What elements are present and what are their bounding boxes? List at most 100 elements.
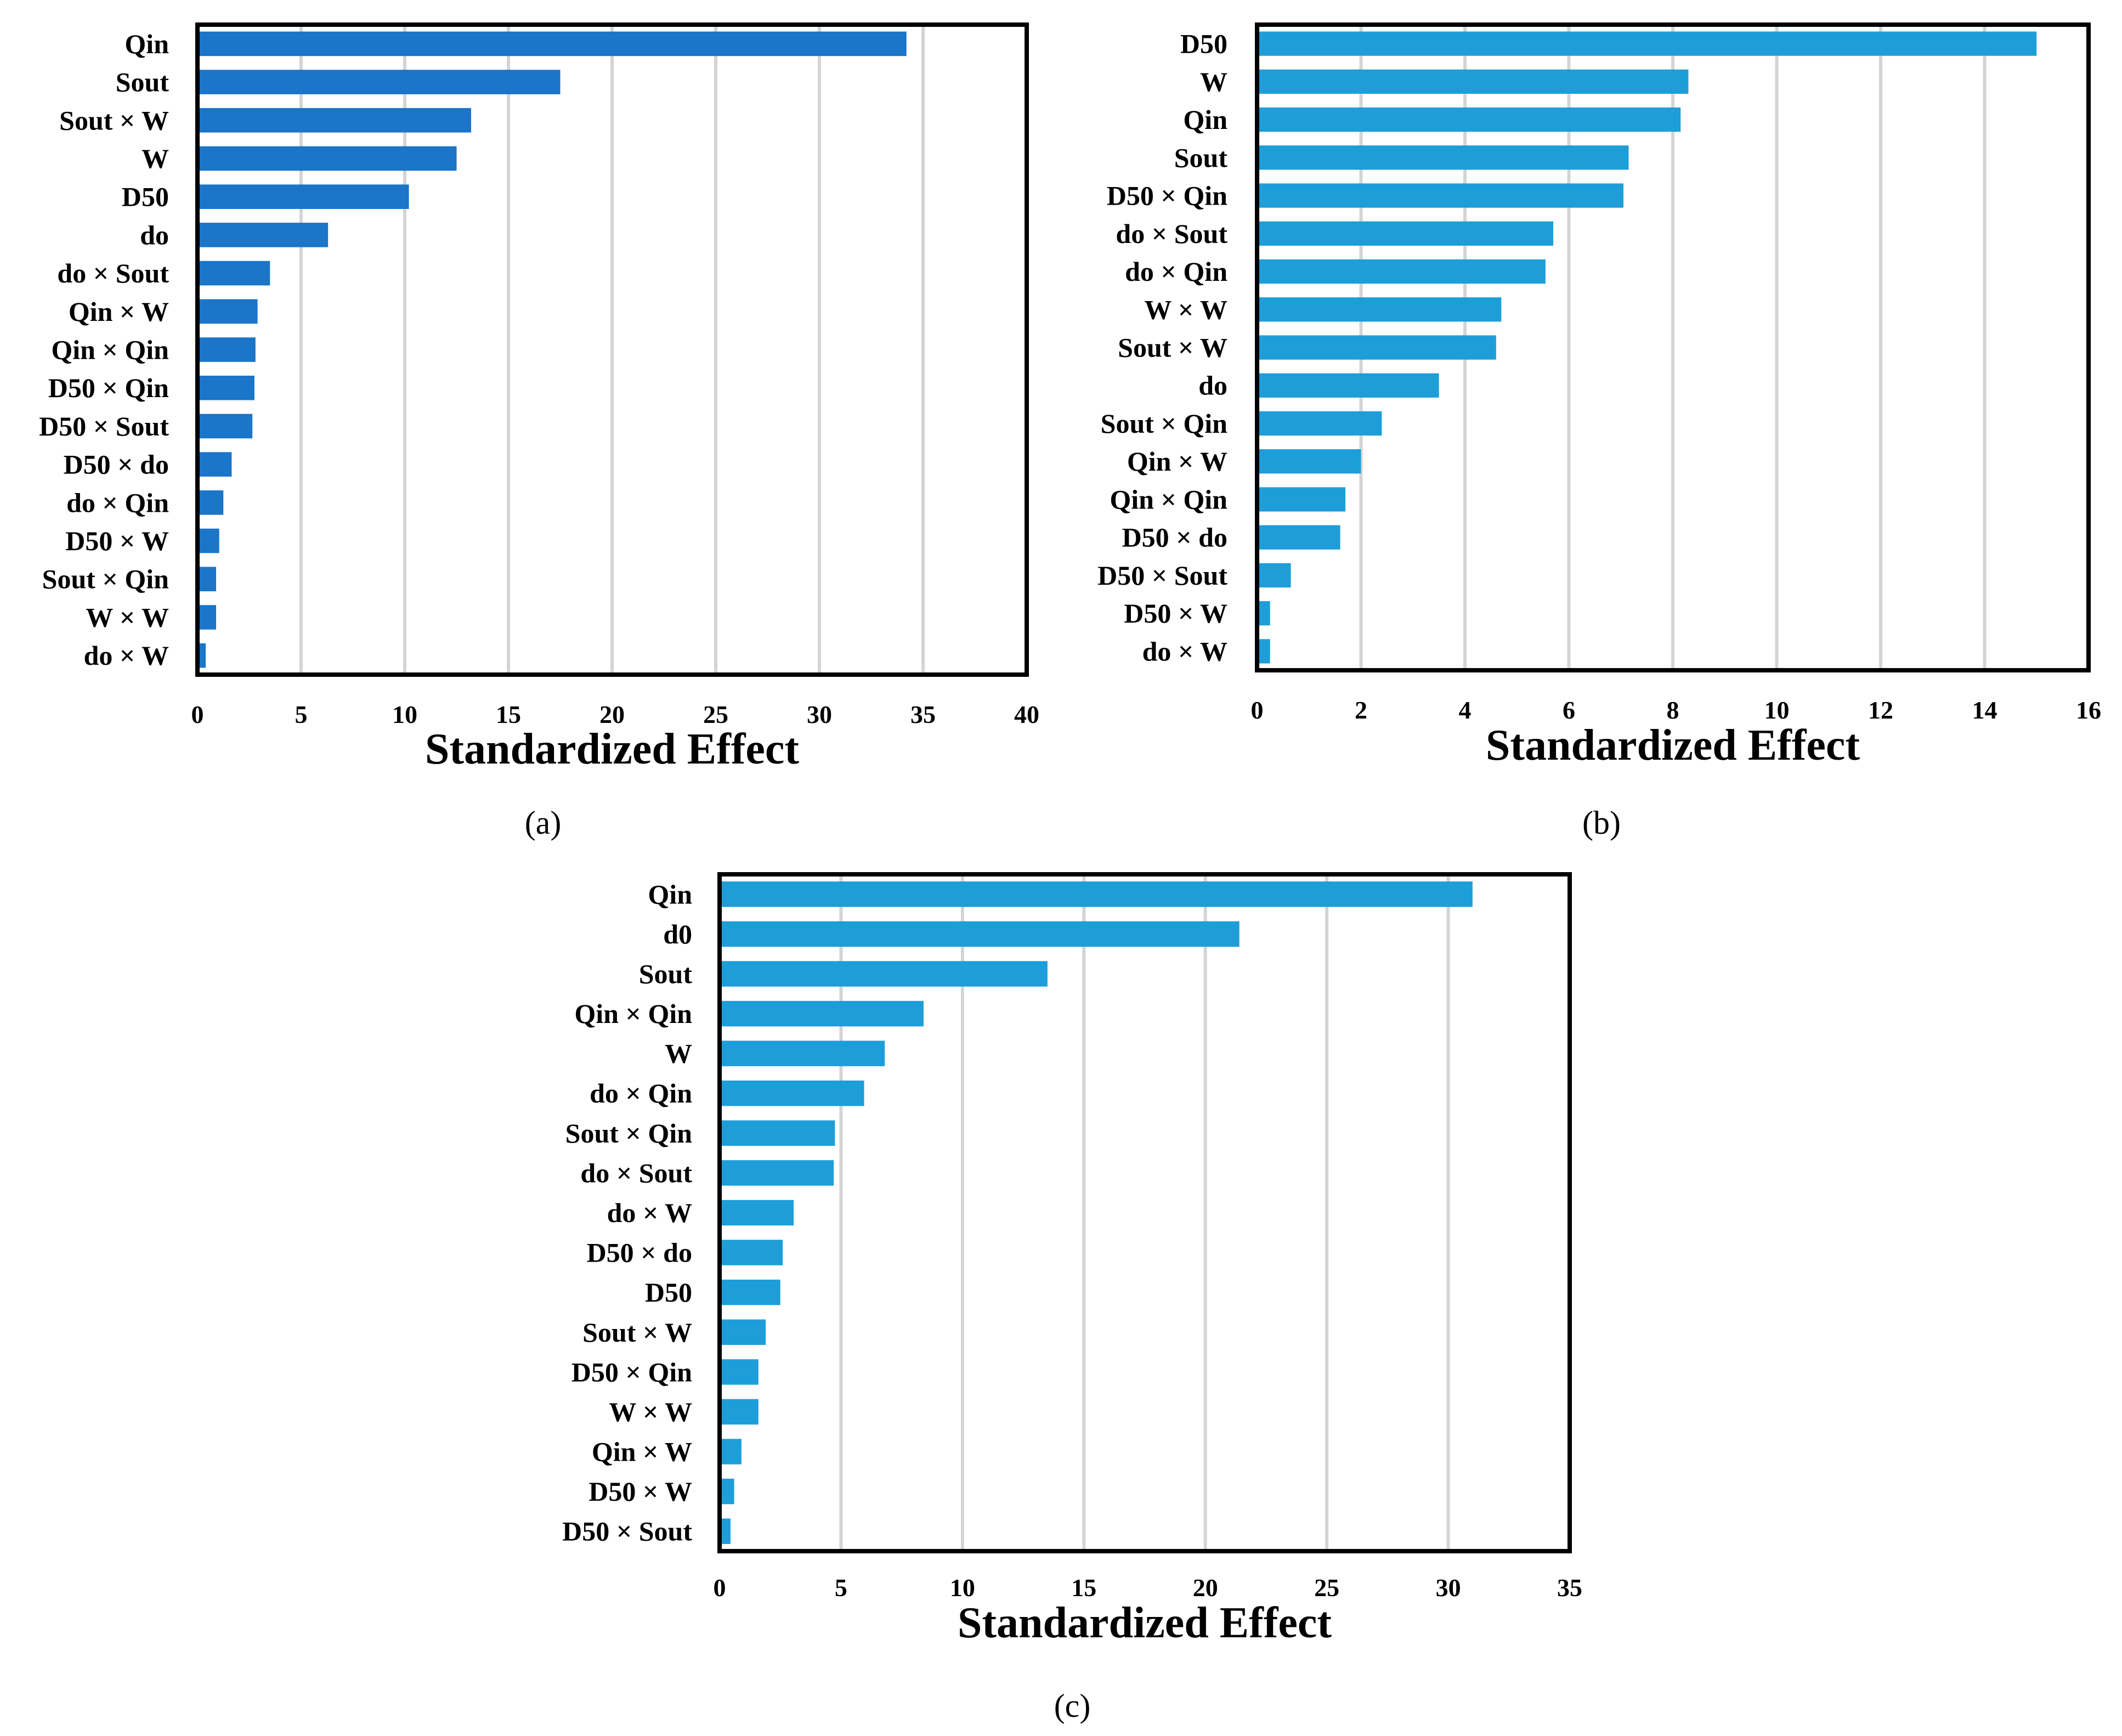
category-label-a-9: D50 × Qin	[48, 372, 169, 403]
bar-c-13	[720, 1399, 759, 1425]
x-axis-title-b: Standardized Effect	[1486, 721, 1860, 770]
bar-b-0	[1257, 31, 2037, 56]
bar-b-7	[1257, 297, 1502, 322]
category-label-c-1: d0	[663, 919, 692, 949]
bar-b-8	[1257, 335, 1496, 360]
category-label-a-6: do × Sout	[57, 258, 169, 289]
bar-c-9	[720, 1240, 783, 1265]
bar-a-5	[197, 223, 329, 247]
bar-b-10	[1257, 411, 1382, 436]
category-label-c-11: Sout × W	[582, 1317, 692, 1348]
plot-frame-b	[1255, 22, 2091, 672]
category-label-c-14: Qin × W	[592, 1437, 692, 1467]
category-label-c-5: do × Qin	[590, 1078, 692, 1109]
category-label-a-4: D50	[122, 182, 169, 212]
category-label-b-13: D50 × do	[1122, 522, 1227, 553]
bar-a-2	[197, 108, 471, 133]
bar-b-12	[1257, 487, 1346, 512]
bar-c-11	[720, 1319, 766, 1345]
tick-label-b-7: 14	[1972, 696, 1997, 724]
category-label-a-16: do × W	[84, 640, 169, 671]
bar-a-8	[197, 337, 256, 362]
category-label-b-4: D50 × Qin	[1107, 180, 1227, 211]
category-label-c-13: W × W	[609, 1396, 692, 1427]
tick-label-b-4: 8	[1667, 696, 1679, 724]
plot-frame-a	[195, 22, 1029, 677]
bar-b-15	[1257, 601, 1270, 626]
bar-c-3	[720, 1000, 924, 1027]
panel-label-a: (a)	[525, 805, 562, 841]
bar-a-7	[197, 299, 258, 324]
category-label-a-2: Sout × W	[59, 105, 169, 135]
bar-c-14	[720, 1439, 742, 1464]
tick-label-c-3: 15	[1071, 1574, 1096, 1602]
category-label-c-16: D50 × Sout	[562, 1516, 692, 1547]
tick-label-a-6: 30	[807, 700, 832, 728]
bar-a-14	[197, 567, 217, 592]
tick-label-c-4: 20	[1193, 1574, 1218, 1602]
category-label-c-12: D50 × Qin	[571, 1356, 692, 1387]
category-label-b-7: W × W	[1144, 294, 1227, 325]
x-axis-title-c: Standardized Effect	[958, 1599, 1332, 1647]
category-label-c-6: Sout × Qin	[565, 1118, 693, 1149]
bar-c-0	[720, 881, 1473, 907]
panel-label-c: (c)	[1054, 1688, 1091, 1724]
category-label-b-3: Sout	[1174, 142, 1228, 173]
bar-c-12	[720, 1359, 759, 1385]
category-label-a-12: do × Qin	[66, 487, 169, 518]
bar-c-7	[720, 1160, 834, 1186]
bar-c-4	[720, 1041, 885, 1066]
bar-a-0	[197, 31, 907, 56]
category-label-a-14: Sout × Qin	[42, 564, 169, 595]
category-label-b-1: W	[1200, 66, 1227, 97]
category-label-a-3: W	[142, 143, 169, 174]
tick-label-b-5: 10	[1764, 696, 1790, 724]
category-label-c-0: Qin	[648, 879, 692, 909]
bar-b-11	[1257, 449, 1361, 474]
category-label-b-14: D50 × Sout	[1097, 560, 1227, 591]
category-label-a-7: Qin × W	[69, 296, 169, 327]
tick-label-b-3: 6	[1563, 696, 1575, 724]
tick-label-a-5: 25	[703, 700, 728, 728]
bar-c-6	[720, 1120, 835, 1146]
bar-a-6	[197, 261, 270, 286]
category-label-a-0: Qin	[125, 29, 169, 59]
category-label-b-5: do × Sout	[1116, 218, 1227, 249]
bar-b-14	[1257, 563, 1291, 588]
bar-a-12	[197, 490, 224, 515]
bar-b-5	[1257, 221, 1554, 246]
bar-c-1	[720, 921, 1240, 947]
bar-b-2	[1257, 107, 1681, 132]
bar-b-9	[1257, 373, 1439, 398]
category-label-c-9: D50 × do	[587, 1237, 692, 1268]
category-label-b-8: Sout × W	[1118, 332, 1227, 363]
tick-label-b-2: 4	[1459, 696, 1472, 724]
bar-c-2	[720, 961, 1048, 987]
bar-a-15	[197, 605, 217, 630]
category-label-a-10: D50 × Sout	[39, 411, 169, 442]
tick-label-b-6: 12	[1868, 696, 1893, 724]
category-label-b-12: Qin × Qin	[1110, 484, 1227, 514]
tick-label-c-2: 10	[950, 1574, 975, 1602]
category-label-b-2: Qin	[1183, 104, 1227, 135]
bar-a-4	[197, 184, 409, 209]
tick-label-c-1: 5	[835, 1574, 847, 1602]
bar-a-10	[197, 414, 253, 439]
bar-a-1	[197, 70, 561, 94]
tick-label-c-5: 25	[1314, 1574, 1339, 1602]
chart-panel-b: D50 W Qin Sout D50 × Qin do × Sout do × Qin W ×…	[1097, 22, 2101, 770]
tick-label-a-1: 5	[295, 700, 308, 728]
category-label-b-16: do × W	[1142, 636, 1227, 666]
category-label-b-6: do × Qin	[1125, 256, 1227, 287]
category-label-c-10: D50	[645, 1277, 692, 1308]
category-label-a-5: do	[140, 219, 169, 250]
category-label-c-8: do × W	[607, 1197, 692, 1228]
category-label-a-15: W × W	[86, 602, 169, 632]
category-label-a-1: Sout	[116, 67, 169, 98]
bar-c-5	[720, 1081, 864, 1106]
tick-label-a-8: 40	[1014, 700, 1039, 728]
bar-c-8	[720, 1200, 794, 1226]
category-label-a-8: Qin × Qin	[51, 335, 169, 365]
bar-b-13	[1257, 525, 1340, 550]
